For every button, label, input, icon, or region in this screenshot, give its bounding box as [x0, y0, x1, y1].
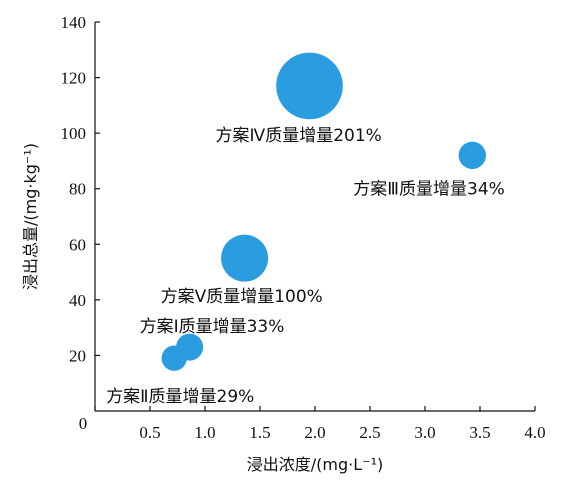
y-tick-label: 120 [61, 69, 87, 88]
x-tick-label: 3.0 [414, 423, 435, 442]
y-tick-label: 100 [61, 124, 87, 143]
x-tick-label: 4.0 [524, 423, 545, 442]
x-tick-label: 2.5 [359, 423, 380, 442]
x-tick-label: 1.5 [249, 423, 270, 442]
data-point-label: 方案Ⅱ质量增量29% [106, 387, 254, 407]
y-tick-label: 80 [69, 180, 86, 199]
y-tick-label: 40 [69, 291, 86, 310]
data-point-label: 方案Ⅴ质量增量100% [161, 287, 323, 307]
x-tick-label: 1.0 [194, 423, 215, 442]
bubble-point [276, 52, 343, 120]
y-tick-label: 140 [61, 13, 87, 32]
data-point-label: 方案Ⅳ质量增量201% [216, 126, 382, 146]
x-axis-label: 浸出浓度/(mg·L⁻¹) [247, 455, 383, 474]
data-point-label: 方案Ⅲ质量增量34% [353, 179, 505, 199]
x-tick-label: 3.5 [469, 423, 490, 442]
y-axis-label: 浸出总量/(mg·kg⁻¹) [21, 143, 40, 290]
bubbles [161, 52, 487, 371]
y-tick-label: 60 [69, 235, 86, 254]
point-labels: 方案Ⅱ质量增量29% 方案Ⅰ质量增量33% 方案Ⅴ质量增量100% 方案Ⅳ质量增量20… [106, 126, 505, 407]
x-tick-label: 2.0 [304, 423, 325, 442]
axes: 0 0.5 1.0 1.5 2.0 2.5 3.0 3.5 4.0 20 40 60 80 100 120 1… [61, 13, 546, 442]
bubble-point [221, 234, 269, 282]
y-tick-label: 20 [69, 346, 86, 365]
data-point-label: 方案Ⅰ质量增量33% [140, 317, 285, 337]
bubble-point [458, 141, 487, 170]
x-tick-label: 0.5 [139, 423, 160, 442]
bubble-point [176, 333, 204, 361]
origin-tick-label: 0 [79, 414, 88, 433]
